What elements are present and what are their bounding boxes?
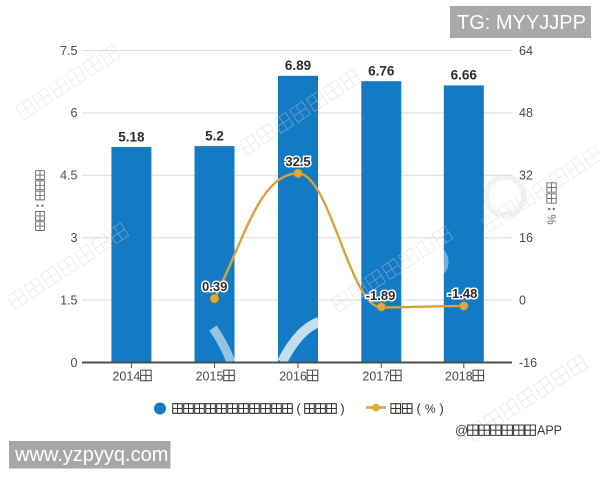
svg-text:6: 6 <box>71 106 78 120</box>
svg-text:-1.89: -1.89 <box>366 288 396 303</box>
svg-text:2017: 2017 <box>362 369 390 383</box>
svg-text:TG: MYYJJPP: TG: MYYJJPP <box>457 12 586 34</box>
svg-text:-1.48: -1.48 <box>448 286 478 301</box>
svg-text:2016: 2016 <box>279 369 307 383</box>
svg-text:0.39: 0.39 <box>202 279 227 294</box>
svg-text:0: 0 <box>519 293 526 307</box>
svg-text:(: ( <box>296 401 301 416</box>
svg-text:%: % <box>425 402 436 416</box>
svg-text:@: @ <box>455 423 468 438</box>
svg-text:-16: -16 <box>519 356 537 370</box>
svg-text:7.5: 7.5 <box>60 44 77 58</box>
svg-text:1.5: 1.5 <box>60 293 77 307</box>
svg-text:5.2: 5.2 <box>205 128 224 143</box>
svg-text:2018: 2018 <box>445 369 473 383</box>
svg-text:64: 64 <box>519 44 533 58</box>
svg-text:2015: 2015 <box>196 369 224 383</box>
svg-text:4.5: 4.5 <box>60 169 77 183</box>
svg-text:3: 3 <box>71 231 78 245</box>
svg-text:32.5: 32.5 <box>285 154 310 169</box>
svg-text:0: 0 <box>71 356 78 370</box>
svg-text:5.18: 5.18 <box>118 129 145 144</box>
svg-text:): ) <box>440 401 444 416</box>
svg-text:): ) <box>340 401 344 416</box>
svg-text:6.89: 6.89 <box>285 58 311 73</box>
svg-text:www.yzpyyq.com: www.yzpyyq.com <box>14 444 168 466</box>
svg-text:48: 48 <box>519 106 533 120</box>
svg-text:(: ( <box>417 401 422 416</box>
svg-text:APP: APP <box>537 424 562 438</box>
svg-text:2014: 2014 <box>112 369 140 383</box>
svg-text:6.66: 6.66 <box>451 68 478 83</box>
svg-text:16: 16 <box>519 231 533 245</box>
svg-text:6.76: 6.76 <box>368 64 395 79</box>
svg-text:32: 32 <box>519 169 533 183</box>
svg-text:%: % <box>545 214 557 224</box>
